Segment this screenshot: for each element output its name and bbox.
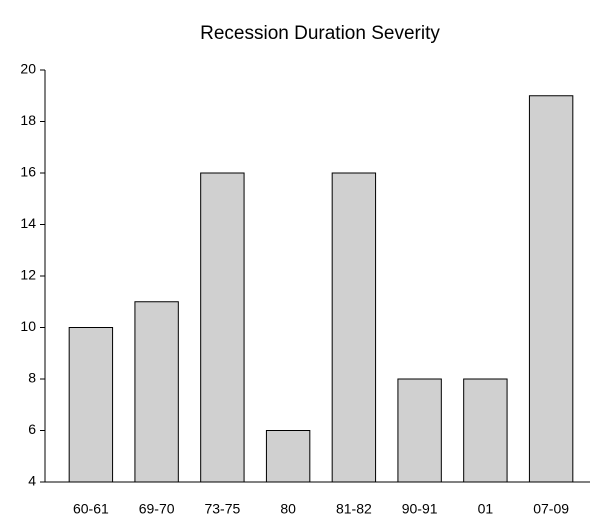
bar bbox=[68, 327, 114, 483]
bar bbox=[463, 378, 508, 483]
bar bbox=[134, 301, 179, 483]
y-tick-label: 14 bbox=[20, 215, 36, 231]
y-tick-label: 8 bbox=[28, 370, 36, 386]
bar bbox=[397, 378, 442, 483]
y-tick-label: 10 bbox=[20, 318, 36, 334]
y-tick-label: 6 bbox=[28, 421, 36, 437]
x-tick-label: 73-75 bbox=[204, 501, 240, 517]
bar bbox=[265, 430, 311, 483]
y-tick-label: 18 bbox=[20, 112, 36, 128]
x-tick-label: 07-09 bbox=[533, 501, 569, 517]
x-tick-label: 81-82 bbox=[336, 501, 372, 517]
y-tick-label: 16 bbox=[20, 164, 36, 180]
bar bbox=[331, 172, 377, 483]
x-tick-label: 69-70 bbox=[139, 501, 175, 517]
y-tick-label: 20 bbox=[20, 61, 36, 77]
y-tick-label: 12 bbox=[20, 267, 36, 283]
y-tick-label: 4 bbox=[28, 473, 36, 489]
x-tick-label: 60-61 bbox=[73, 501, 109, 517]
chart-title: Recession Duration Severity bbox=[200, 23, 440, 44]
x-tick-label: 80 bbox=[280, 501, 296, 517]
x-tick-label: 01 bbox=[478, 501, 494, 517]
x-tick-label: 90-91 bbox=[402, 501, 438, 517]
bar bbox=[200, 172, 245, 483]
bar bbox=[528, 95, 574, 483]
